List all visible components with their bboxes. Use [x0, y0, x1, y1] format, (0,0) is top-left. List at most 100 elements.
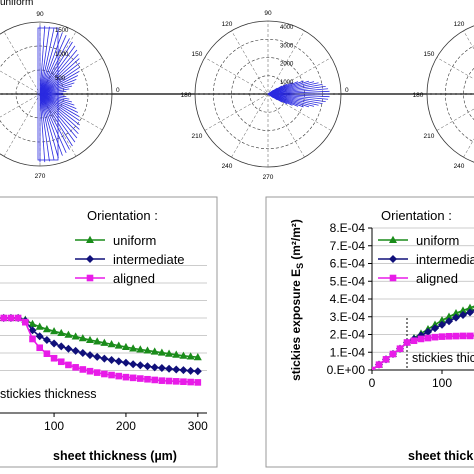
- point-uniform: [143, 346, 152, 354]
- point-uniform: [172, 350, 181, 358]
- point-aligned: [108, 371, 115, 379]
- point-aligned: [50, 354, 58, 362]
- point-aligned: [410, 337, 418, 345]
- polar2-angle-label: 180: [181, 92, 192, 99]
- rose-wedge: [39, 41, 73, 95]
- rose-wedge: [39, 82, 75, 95]
- right-x-tick-label: 100: [432, 376, 452, 390]
- point-intermediate: [86, 351, 94, 360]
- point-intermediate: [114, 357, 123, 366]
- point-intermediate: [143, 362, 152, 371]
- right-y-ticks: 0.E+00 1.E-04 2.E-04 3.E-04 4.E-04 5.E-04 6.E-…: [327, 221, 372, 377]
- polar2-angle-label: 240: [222, 163, 233, 170]
- left-legend-title: Orientation :: [87, 208, 158, 223]
- polar3-angle-label: 150: [424, 51, 435, 58]
- left-chart-series: [0, 313, 202, 386]
- polar1-r-tick: 1500: [55, 28, 69, 34]
- point-intermediate: [424, 327, 432, 336]
- point-aligned: [7, 314, 15, 322]
- rose-wedge: [39, 93, 79, 135]
- right-y-axis-label-units: (m²/m²): [289, 219, 303, 260]
- right-x-ticks: 0 100: [369, 370, 452, 390]
- point-intermediate: [57, 342, 66, 351]
- rose-wedge: [39, 62, 80, 95]
- rose-wedge: [267, 93, 330, 98]
- legend-label-aligned: aligned: [113, 271, 155, 286]
- rose-wedge: [267, 89, 274, 95]
- polar2-angle-label: 210: [192, 133, 203, 140]
- point-intermediate: [150, 363, 159, 372]
- polar2-angle-label: 90: [264, 10, 272, 17]
- point-uniform: [193, 353, 202, 361]
- left-annotation: stickies thickness: [0, 387, 97, 401]
- point-aligned: [187, 378, 194, 386]
- point-uniform: [157, 348, 166, 356]
- left-x-ticks: 100 200 300: [44, 413, 208, 433]
- rose-wedge: [267, 90, 330, 95]
- point-uniform: [71, 332, 80, 340]
- polar3-angle-label: 210: [424, 133, 435, 140]
- point-intermediate: [165, 364, 174, 373]
- point-intermediate: [431, 324, 439, 333]
- legend-label-uniform: uniform: [113, 233, 156, 248]
- point-aligned: [452, 332, 460, 340]
- point-uniform: [42, 325, 51, 333]
- point-aligned: [165, 377, 173, 385]
- point-aligned: [22, 318, 29, 326]
- right-panel-frame: [265, 196, 474, 468]
- point-intermediate: [459, 310, 467, 319]
- right-y-tick-label: 1.E-04: [330, 345, 366, 359]
- point-aligned: [36, 344, 43, 352]
- polar1-angle-270: 270: [35, 173, 46, 180]
- right-y-tick-label: 6.E-04: [330, 257, 366, 271]
- point-aligned: [396, 345, 404, 352]
- left-x-tick-label: 300: [188, 419, 208, 433]
- rose-wedge: [39, 93, 67, 153]
- polar2-angle-0: 0: [345, 87, 349, 94]
- polar-spoke: [436, 57, 474, 80]
- point-intermediate: [28, 326, 37, 335]
- right-y-axis-label: stickies exposure ES (m²/m²): [289, 219, 305, 381]
- right-y-tick-label: 0.E+00: [327, 363, 366, 377]
- series-line-intermediate: [0, 317, 198, 372]
- rose-wedge: [39, 53, 79, 95]
- point-aligned: [86, 367, 94, 375]
- point-aligned: [0, 314, 8, 322]
- polar2-r-tick: 3000: [280, 43, 294, 49]
- rose-wedge: [39, 93, 55, 160]
- point-intermediate: [93, 352, 102, 361]
- point-intermediate: [121, 358, 130, 367]
- point-aligned: [14, 314, 22, 322]
- rose-wedge: [39, 93, 63, 156]
- polar1-r-tick: 1000: [55, 52, 69, 58]
- polar2-r-tick: 4000: [280, 25, 294, 31]
- point-uniform: [431, 320, 439, 328]
- rose-envelope: [37, 27, 59, 161]
- point-aligned: [445, 332, 453, 340]
- point-aligned: [57, 358, 65, 366]
- point-intermediate: [78, 349, 87, 357]
- right-y-axis-label-main: stickies exposure E: [289, 269, 303, 381]
- point-aligned: [180, 378, 187, 385]
- rose-wedge: [39, 45, 76, 95]
- point-intermediate: [438, 320, 446, 329]
- right-annotation: stickies thickness: [412, 351, 474, 365]
- left-legend: Orientation : uniform intermediate aligned: [75, 208, 185, 286]
- right-y-tick-label: 8.E-04: [330, 221, 366, 235]
- top-label-fragment: uniform: [0, 0, 33, 8]
- point-aligned: [438, 333, 446, 340]
- point-uniform: [35, 322, 44, 330]
- rose-wedge: [39, 38, 70, 95]
- point-uniform: [445, 312, 453, 320]
- polar3-angle-label: 240: [454, 163, 465, 170]
- rose-wedge: [267, 93, 326, 102]
- point-aligned: [424, 334, 432, 342]
- point-aligned: [375, 361, 383, 368]
- left-chart-grid: [0, 265, 207, 371]
- rose-wedge: [39, 93, 46, 163]
- point-intermediate: [193, 367, 202, 376]
- point-aligned: [389, 350, 397, 358]
- rose-wedge: [39, 93, 70, 150]
- legend-label-intermediate: intermediate: [113, 252, 185, 267]
